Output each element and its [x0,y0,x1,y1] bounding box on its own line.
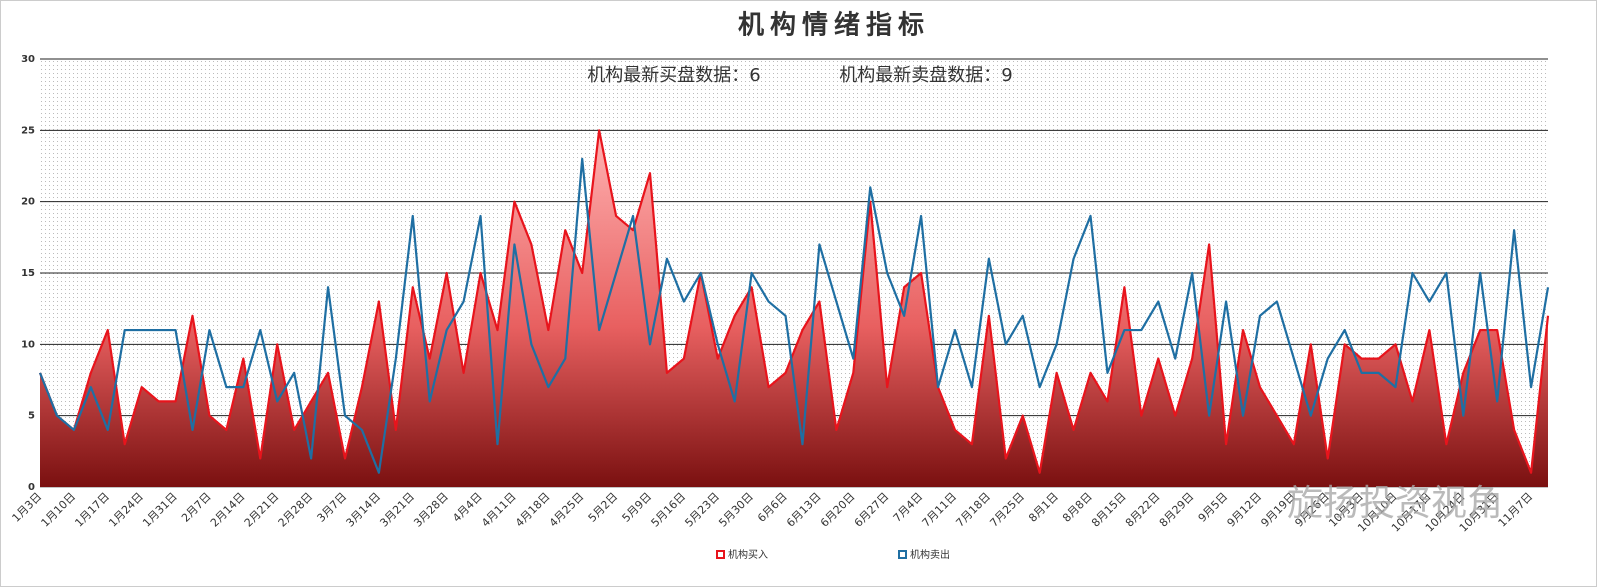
area [40,130,1548,488]
annotation: 机构最新买盘数据：6 [587,65,760,86]
watermark: 旋扬投资视角 [1287,483,1503,524]
legend-swatch [898,550,907,559]
y-tick-label: 5 [28,411,35,422]
line [38,157,1550,474]
y-tick-label: 10 [21,339,35,350]
y-tick-label: 30 [21,54,35,65]
legend-label: 机构买入 [728,548,768,561]
line [38,129,1550,474]
legend-swatch [716,550,725,559]
annotation: 机构最新卖盘数据：9 [839,65,1012,86]
legend-label: 机构卖出 [910,548,950,561]
y-tick-label: 25 [21,125,35,136]
y-tick-label: 15 [21,268,35,279]
chart-title: 机构情绪指标 [738,10,930,41]
y-tick-label: 20 [21,197,35,208]
y-tick-label: 0 [28,482,35,493]
